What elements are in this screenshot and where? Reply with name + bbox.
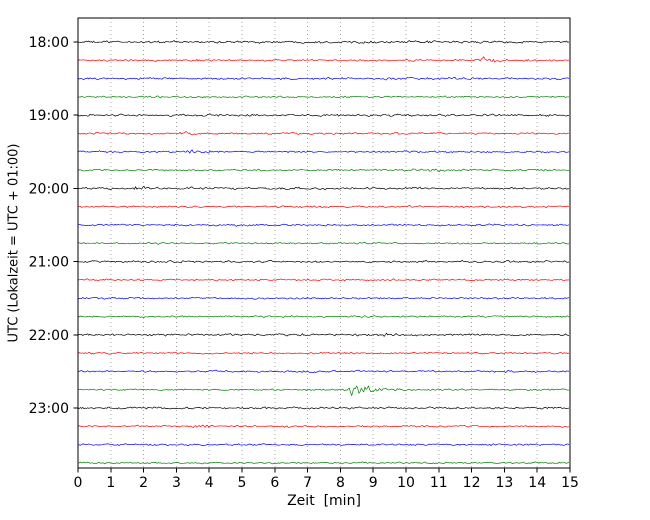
seismogram-trace-2300 bbox=[77, 406, 570, 410]
x-tick-label: 11 bbox=[430, 475, 448, 491]
x-tick-label: 12 bbox=[463, 475, 481, 491]
y-tick-label: 20:00 bbox=[29, 181, 69, 197]
x-tick-label: 15 bbox=[561, 475, 579, 491]
x-tick-label: 13 bbox=[495, 475, 513, 491]
seismogram-trace-1800 bbox=[77, 40, 570, 44]
y-tick-label: 22:00 bbox=[29, 328, 69, 344]
y-tick-label: 21:00 bbox=[29, 255, 69, 271]
x-tick-label: 6 bbox=[270, 475, 279, 491]
x-tick-label: 3 bbox=[172, 475, 181, 491]
seismogram-trace-2315 bbox=[77, 424, 570, 428]
axes-frame bbox=[77, 17, 571, 469]
seismogram-trace-2230 bbox=[77, 369, 570, 374]
seismogram-trace-1900 bbox=[77, 113, 570, 117]
x-tick-label: 5 bbox=[238, 475, 247, 491]
x-tick-label: 2 bbox=[139, 475, 148, 491]
seismogram-trace-2145 bbox=[77, 315, 570, 318]
y-tick-label: 19:00 bbox=[29, 108, 69, 124]
x-tick-label: 1 bbox=[106, 475, 115, 491]
seismogram-trace-2130 bbox=[77, 296, 570, 300]
seismogram-trace-1815 bbox=[77, 56, 570, 63]
x-tick-label: 4 bbox=[205, 475, 214, 491]
y-tick-label: 23:00 bbox=[29, 401, 69, 417]
x-tick-label: 9 bbox=[369, 475, 378, 491]
x-tick-label: 10 bbox=[397, 475, 415, 491]
seismogram-trace-2000 bbox=[77, 185, 570, 191]
y-axis-label: UTC (Lokalzeit = UTC + 01:00) bbox=[6, 143, 22, 343]
seismogram-trace-2345 bbox=[77, 461, 570, 465]
y-tick-label: 18:00 bbox=[29, 35, 69, 51]
seismogram-trace-2100 bbox=[77, 259, 570, 264]
seismogram-trace-2245 bbox=[77, 385, 570, 396]
seismogram-trace-1845 bbox=[77, 95, 570, 99]
seismogram-trace-2015 bbox=[77, 205, 570, 209]
seismogram-trace-1830 bbox=[77, 76, 570, 81]
x-tick-label: 14 bbox=[528, 475, 546, 491]
seismogram-trace-2330 bbox=[77, 443, 570, 447]
seismogram-trace-1930 bbox=[77, 149, 570, 154]
x-tick-label: 8 bbox=[336, 475, 345, 491]
x-tick-label: 0 bbox=[74, 475, 83, 491]
seismogram-trace-2030 bbox=[77, 223, 570, 227]
seismogram-trace-2215 bbox=[77, 351, 570, 355]
seismogram-trace-1915 bbox=[77, 131, 570, 136]
x-axis-label: Zeit [min] bbox=[287, 493, 361, 509]
seismogram-trace-2045 bbox=[77, 241, 570, 245]
seismogram-trace-1945 bbox=[77, 168, 570, 173]
seismogram-trace-2200 bbox=[77, 332, 570, 337]
x-tick-label: 7 bbox=[303, 475, 312, 491]
seismogram-trace-2115 bbox=[77, 278, 570, 282]
